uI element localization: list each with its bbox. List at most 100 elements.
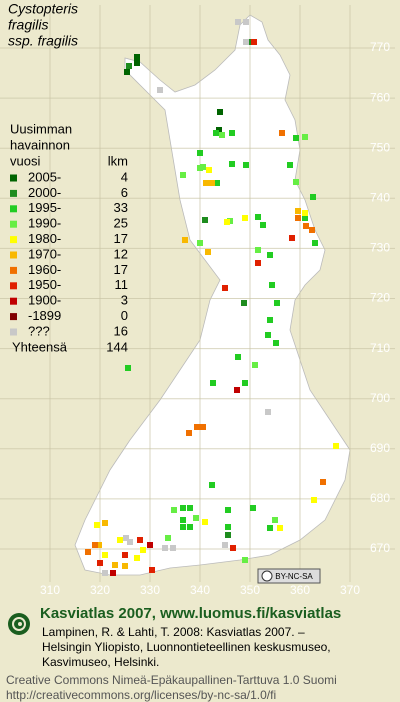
occurrence — [250, 505, 256, 511]
occurrence — [205, 249, 211, 255]
occurrence — [224, 219, 230, 225]
legend-swatch — [10, 328, 17, 336]
occurrence — [312, 240, 318, 246]
legend-swatch — [10, 220, 17, 228]
total-label: Yhteensä — [12, 339, 68, 354]
occurrence — [309, 227, 315, 233]
occurrence — [267, 525, 273, 531]
occurrence — [277, 525, 283, 531]
grid — [0, 5, 395, 582]
occurrence — [110, 570, 116, 576]
occurrence — [102, 520, 108, 526]
occurrence — [182, 237, 188, 243]
occurrence — [102, 552, 108, 558]
legend-swatch — [10, 297, 17, 305]
y-axis-label: 670 — [370, 541, 390, 555]
occurrence — [134, 54, 140, 60]
occurrence — [302, 210, 308, 216]
occurrence — [202, 217, 208, 223]
occurrence — [213, 130, 219, 136]
occurrence — [209, 482, 215, 488]
occurrence — [197, 150, 203, 156]
occurrence — [171, 507, 177, 513]
occurrence — [273, 340, 279, 346]
occurrence — [222, 285, 228, 291]
legend-count: 6 — [121, 185, 128, 200]
occurrence — [209, 180, 215, 186]
badge-text: BY-NC-SA — [275, 572, 313, 581]
occurrence — [242, 380, 248, 386]
legend-label: 1995- — [28, 200, 61, 215]
occurrence — [265, 409, 271, 415]
occurrence — [92, 542, 98, 548]
x-axis-label: 330 — [140, 583, 160, 597]
occurrence — [302, 134, 308, 140]
occurrence — [234, 387, 240, 393]
occurrence — [162, 545, 168, 551]
legend-count: 25 — [114, 216, 128, 231]
x-axis-label: 360 — [290, 583, 310, 597]
legend-count-header: lkm — [108, 153, 128, 168]
legend-label: ??? — [28, 323, 50, 338]
occurrence — [122, 563, 128, 569]
legend-count: 17 — [114, 231, 128, 246]
occurrence — [320, 479, 326, 485]
occurrence — [102, 570, 108, 576]
occurrence — [180, 172, 186, 178]
legend-count: 12 — [114, 246, 128, 261]
occurrence — [180, 524, 186, 530]
occurrence — [197, 165, 203, 171]
occurrence — [137, 537, 143, 543]
legend-swatch — [10, 282, 17, 290]
occurrence — [287, 162, 293, 168]
occurrence — [242, 215, 248, 221]
legend-swatch — [10, 313, 17, 321]
occurrence — [125, 365, 131, 371]
occurrence — [267, 317, 273, 323]
occurrence — [187, 524, 193, 530]
occurrence — [214, 180, 220, 186]
y-axis-label: 770 — [370, 40, 390, 54]
occurrence — [165, 535, 171, 541]
occurrence — [242, 557, 248, 563]
occurrence — [219, 132, 225, 138]
occurrence — [85, 549, 91, 555]
legend-label: 1970- — [28, 246, 61, 261]
legend-label: 1960- — [28, 262, 61, 277]
legend: Cystopteris fragilis ssp. fragilis Uusim… — [8, 1, 128, 355]
occurrence — [122, 552, 128, 558]
citation: Kasvimuseo, Helsinki. — [42, 655, 159, 669]
occurrence — [180, 505, 186, 511]
legend-count: 4 — [121, 169, 128, 184]
occurrence — [252, 362, 258, 368]
occurrence — [295, 215, 301, 221]
occurrence — [293, 179, 299, 185]
occurrence — [289, 235, 295, 241]
legend-swatch — [10, 266, 17, 274]
occurrence — [202, 519, 208, 525]
legend-label: 1980- — [28, 231, 61, 246]
legend-count: 11 — [115, 277, 129, 292]
occurrence — [303, 223, 309, 229]
occurrence — [134, 555, 140, 561]
occurrence — [187, 505, 193, 511]
occurrence — [140, 547, 146, 553]
legend-swatch — [10, 174, 17, 182]
site-title: Kasviatlas 2007, www.luomus.fi/kasviatla… — [40, 605, 341, 622]
occurrence — [112, 562, 118, 568]
occurrence — [203, 180, 209, 186]
y-axis-label: 730 — [370, 241, 390, 255]
legend-swatch — [10, 236, 17, 244]
legend-label: 1950- — [28, 277, 61, 292]
occurrence — [97, 560, 103, 566]
occurrence — [269, 282, 275, 288]
legend-count: 17 — [114, 262, 128, 277]
legend-count: 16 — [114, 323, 128, 338]
x-axis-label: 340 — [190, 583, 210, 597]
occurrence — [241, 300, 247, 306]
occurrence — [210, 380, 216, 386]
y-axis-label: 740 — [370, 190, 390, 204]
occurrence — [310, 194, 316, 200]
